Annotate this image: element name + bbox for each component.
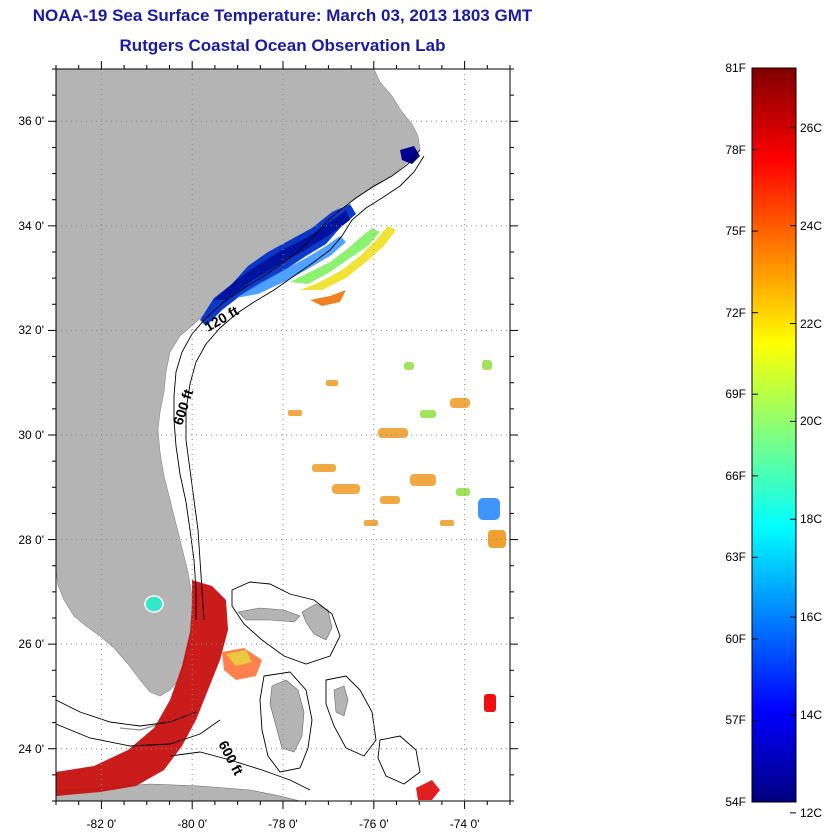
lat-tick-label: 28 0' (18, 532, 44, 547)
map-title: NOAA-19 Sea Surface Temperature: March 0… (32, 6, 533, 25)
lon-tick-label: -76 0' (358, 817, 389, 831)
land-andros (269, 679, 305, 753)
colorbar-c-label: 26C (800, 120, 823, 135)
sst-cape-hatteras (400, 146, 420, 164)
lon-tick-label: -78 0' (268, 817, 298, 831)
sst-offshore-green (404, 360, 492, 496)
lat-tick-label: 32 0' (18, 323, 44, 338)
colorbar-f-label: 75F (725, 224, 746, 239)
sst-offshore-patches (288, 380, 470, 526)
sst-east-blue-patch (478, 498, 506, 712)
lon-tick-label: -80 0' (177, 817, 208, 831)
colorbar-f-label: 69F (725, 387, 746, 402)
map-grid (56, 69, 510, 801)
lat-tick-label: 30 0' (18, 428, 44, 442)
colorbar-f-label: 78F (725, 142, 746, 157)
colorbar-c-label: 24C (800, 218, 823, 233)
colorbar-f-label: 63F (725, 550, 746, 565)
sst-se-warm (416, 780, 440, 800)
colorbar-gradient (751, 67, 797, 803)
colorbar-c-label: 12C (800, 805, 823, 820)
lat-tick-label: 24 0' (18, 741, 44, 756)
sst-gulf-stream-straits (56, 580, 228, 796)
lat-tick-label: 34 0' (18, 218, 44, 233)
sst-front-yellow (300, 226, 396, 290)
lon-tick-label: -82 0' (86, 817, 117, 831)
lat-tick-label: 36 0' (18, 114, 44, 129)
lat-tick-label: 26 0' (18, 637, 44, 652)
colorbar-f-label: 72F (725, 305, 746, 320)
land-grand-bahama (237, 607, 301, 623)
colorbar-c-label: 16C (800, 610, 823, 625)
colorbar-ticks (752, 67, 796, 814)
sst-cold-core (214, 210, 350, 300)
colorbar-f-label: 66F (725, 468, 746, 483)
sst-bahamas-yellow (226, 650, 252, 666)
axis-ticks (48, 61, 518, 809)
colorbar-f-label: 57F (725, 713, 746, 728)
sst-front-green (290, 228, 380, 284)
colorbar-f-label: 54F (725, 795, 746, 809)
isobath-contours (56, 149, 425, 791)
colorbar-c-label: 20C (800, 414, 823, 429)
sst-cold-outer (236, 236, 346, 298)
colorbar-f-label: 81F (725, 61, 746, 75)
map-subtitle: Rutgers Coastal Ocean Observation Lab (119, 36, 446, 55)
sst-front-orange (310, 290, 346, 306)
lake-okeechobee (144, 595, 164, 613)
land-eleuthera (333, 685, 349, 717)
colorbar-c-label: 18C (800, 512, 823, 527)
colorbar-f-label: 60F (725, 631, 746, 646)
colorbar-c-label: 22C (800, 316, 823, 331)
colorbar-c-label: 14C (800, 708, 823, 722)
land-abaco (301, 603, 333, 641)
lon-tick-label: -74 0' (449, 817, 480, 831)
